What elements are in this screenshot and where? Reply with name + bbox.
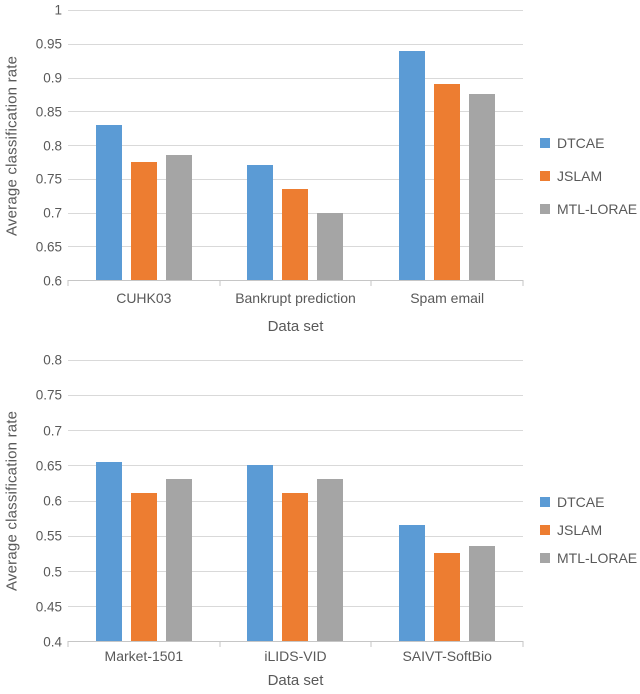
legend-swatch-icon	[540, 552, 550, 563]
bar-dtcae	[247, 465, 274, 641]
plot-area	[67, 360, 524, 647]
x-axis-tick	[370, 280, 372, 286]
y-axis: 0.8 0.75 0.7 0.65 0.6 0.55 0.5 0.45 0.4	[0, 353, 62, 650]
y-axis-tick-label: 0.8	[43, 352, 62, 368]
gridline	[68, 43, 523, 45]
bar-group	[371, 360, 523, 641]
bar-group	[68, 10, 220, 280]
bar-group	[220, 360, 372, 641]
bar-dtcae	[95, 461, 122, 641]
y-axis-tick-label: 0.45	[35, 599, 62, 615]
legend-label: JSLAM	[557, 521, 603, 538]
gridline	[68, 178, 523, 180]
x-axis: CUHK03 Bankrupt prediction Spam email	[68, 290, 523, 306]
gridline	[68, 465, 523, 467]
legend-item: MTL-LORAE	[540, 549, 637, 566]
bar-jslam	[130, 161, 157, 280]
legend-swatch-icon	[540, 496, 550, 507]
bar-dtcae	[95, 124, 122, 280]
gridline	[68, 77, 523, 79]
bar-jslam	[434, 553, 461, 641]
plot-area	[67, 10, 524, 286]
y-axis-tick-label: 0.4	[43, 634, 62, 650]
y-axis-tick-label: 0.7	[43, 205, 62, 221]
x-axis-tick	[67, 280, 69, 286]
top-bar-chart: Average classification rate 1 0.95 0.9 0.85…	[0, 0, 640, 345]
gridline	[68, 145, 523, 146]
gridline	[68, 430, 523, 432]
x-axis-category-label: CUHK03	[116, 290, 172, 306]
legend-swatch-icon	[540, 170, 550, 181]
x-axis-category-label: Spam email	[410, 290, 485, 306]
bar-mtl-lorae	[469, 546, 496, 641]
bar-jslam	[282, 493, 309, 641]
bar-group	[371, 10, 523, 280]
legend-item: DTCAE	[540, 134, 637, 151]
bar-dtcae	[399, 525, 426, 641]
y-axis-tick-label: 0.9	[43, 70, 62, 86]
bar-jslam	[282, 188, 309, 280]
bar-mtl-lorae	[317, 212, 344, 280]
y-axis-tick-label: 0.7	[43, 423, 62, 438]
x-axis-tick	[522, 641, 524, 647]
bar-group	[68, 360, 220, 641]
legend-item: MTL-LORAE	[540, 200, 637, 217]
x-axis-tick	[370, 641, 372, 647]
legend: DTCAE JSLAM MTL-LORAE	[540, 134, 637, 217]
legend-item: JSLAM	[540, 521, 637, 538]
legend-swatch-icon	[540, 137, 550, 148]
y-axis-tick-label: 0.55	[35, 528, 62, 544]
gridline	[68, 111, 523, 113]
y-axis-tick-label: 0.75	[35, 171, 62, 187]
gridline	[68, 395, 523, 397]
x-axis-tick	[219, 641, 221, 647]
legend-label: MTL-LORAE	[557, 200, 638, 217]
y-axis-tick-label: 0.6	[43, 273, 62, 289]
legend: DTCAE JSLAM MTL-LORAE	[540, 493, 637, 566]
bar-dtcae	[399, 50, 426, 280]
y-axis-tick-label: 1	[54, 2, 62, 18]
y-axis-tick-label: 0.8	[43, 138, 62, 153]
y-axis-tick-label: 0.65	[35, 239, 62, 255]
legend-label: DTCAE	[557, 134, 605, 151]
x-axis: Market-1501 iLIDS-VID SAIVT-SoftBio	[68, 648, 523, 664]
x-axis-category-label: Market-1501	[104, 648, 184, 664]
y-axis-tick-label: 0.65	[35, 458, 62, 474]
bar-jslam	[130, 493, 157, 641]
x-axis-tick	[67, 641, 69, 647]
bar-mtl-lorae	[317, 479, 344, 641]
legend-label: JSLAM	[557, 167, 603, 184]
x-axis-category-label: iLIDS-VID	[264, 648, 327, 664]
bar-mtl-lorae	[469, 94, 496, 280]
x-axis-category-label: Bankrupt prediction	[235, 290, 356, 306]
legend-label: MTL-LORAE	[557, 549, 638, 566]
legend-item: JSLAM	[540, 167, 637, 184]
y-axis-tick-label: 0.75	[35, 387, 62, 403]
bar-jslam	[434, 84, 461, 280]
bar-mtl-lorae	[165, 155, 192, 280]
gridline	[68, 10, 523, 11]
legend-swatch-icon	[540, 524, 550, 535]
legend-swatch-icon	[540, 203, 550, 214]
x-axis-category-label: SAIVT-SoftBio	[402, 648, 492, 664]
y-axis-tick-label: 0.5	[43, 564, 62, 579]
y-axis: 1 0.95 0.9 0.85 0.8 0.75 0.7 0.65 0.6	[0, 3, 62, 289]
legend-label: DTCAE	[557, 493, 605, 510]
x-axis-title: Data set	[267, 672, 324, 689]
bottom-bar-chart: Average classification rate 0.8 0.75 0.7 0.…	[0, 345, 640, 694]
y-axis-tick-label: 0.6	[43, 493, 62, 509]
gridline	[68, 360, 523, 361]
x-axis-title: Data set	[267, 318, 324, 335]
x-axis-tick	[522, 280, 524, 286]
y-axis-tick-label: 0.85	[35, 104, 62, 120]
legend-item: DTCAE	[540, 493, 637, 510]
bar-dtcae	[247, 165, 274, 280]
bar-group	[220, 10, 372, 280]
y-axis-tick-label: 0.95	[35, 36, 62, 52]
bar-mtl-lorae	[165, 479, 192, 641]
x-axis-tick	[219, 280, 221, 286]
